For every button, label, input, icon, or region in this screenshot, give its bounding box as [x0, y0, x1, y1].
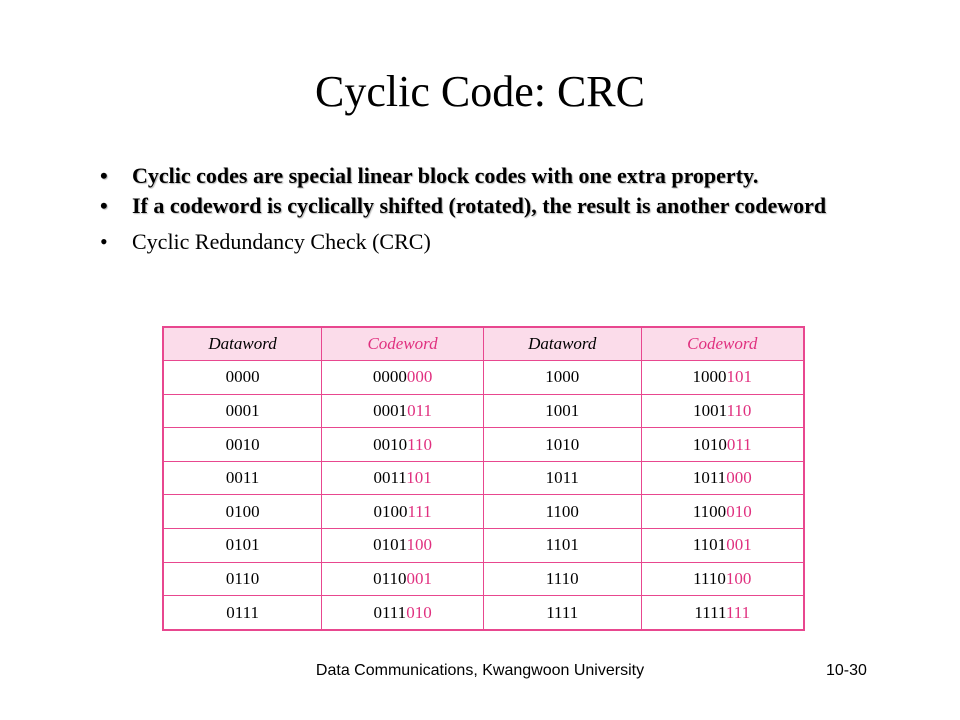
dataword-cell: 0001: [162, 393, 323, 429]
dataword-cell: 1000: [482, 360, 642, 395]
codeword-check-bits: 010: [726, 501, 752, 521]
dataword-cell: 0111: [162, 595, 323, 631]
header-codeword: Codeword: [321, 326, 484, 361]
bullet-item: • Cyclic Redundancy Check (CRC): [100, 230, 880, 254]
table-row: 0100 0100111 1100 1100010: [162, 494, 805, 530]
codeword-check-bits: 000: [406, 367, 433, 387]
table-row: 0011 0011101 1011 1011000: [162, 460, 805, 496]
codeword-cell: 1011000: [640, 460, 805, 496]
bullet-icon: •: [100, 229, 108, 254]
bullet-icon: •: [100, 193, 108, 218]
codeword-check-bits: 111: [725, 602, 751, 622]
dataword-cell: 1010: [482, 427, 642, 462]
dataword-cell: 1111: [482, 595, 642, 631]
codeword-check-bits: 110: [407, 434, 432, 454]
codeword-check-bits: 011: [726, 434, 752, 454]
table-row: 0110 0110001 1110 1110100: [162, 561, 805, 597]
table-row: 0101 0101100 1101 1101001: [162, 528, 805, 563]
dataword-cell: 0110: [162, 561, 323, 597]
codeword-data-bits: 1110: [693, 568, 726, 588]
codeword-data-bits: 1101: [692, 535, 727, 555]
codeword-data-bits: 0110: [373, 568, 407, 588]
codeword-data-bits: 0001: [373, 400, 408, 420]
slide-title: Cyclic Code: CRC: [315, 67, 645, 116]
codeword-check-bits: 011: [407, 400, 432, 420]
codeword-data-bits: 1010: [692, 434, 727, 454]
codeword-cell: 1000101: [640, 360, 805, 395]
codeword-data-bits: 0000: [372, 367, 407, 387]
table-body: 0000 0000000 1000 1000101 0001 0001011 1001 100…: [162, 360, 805, 631]
bullet-text: Cyclic Redundancy Check (CRC): [132, 229, 431, 254]
dataword-cell: 0100: [162, 494, 323, 530]
codeword-cell: 0001011: [321, 393, 484, 429]
codeword-cell: 0101100: [321, 528, 484, 563]
dataword-cell: 0101: [162, 528, 323, 563]
codeword-cell: 0010110: [321, 427, 484, 462]
codeword-cell: 0110001: [321, 561, 484, 597]
header-dataword: Dataword: [482, 326, 642, 361]
codeword-cell: 0000000: [321, 360, 484, 395]
table-row: 0010 0010110 1010 1010011: [162, 427, 805, 462]
bullet-text: Cyclic codes are special linear block co…: [132, 163, 759, 188]
crc-table: Dataword Codeword Dataword Codeword 0000…: [162, 326, 805, 631]
dataword-cell: 1001: [482, 393, 642, 429]
codeword-check-bits: 100: [406, 535, 433, 555]
codeword-check-bits: 101: [726, 367, 753, 387]
dataword-cell: 1110: [482, 561, 642, 597]
header-codeword: Codeword: [640, 326, 805, 361]
codeword-data-bits: 0111: [373, 602, 407, 622]
bullet-item: • If a codeword is cyclically shifted (r…: [100, 194, 880, 218]
codeword-cell: 1110100: [640, 561, 805, 597]
codeword-check-bits: 000: [726, 468, 752, 488]
codeword-cell: 0100111: [321, 494, 484, 530]
codeword-data-bits: 0010: [373, 434, 408, 454]
header-dataword: Dataword: [162, 326, 323, 361]
codeword-check-bits: 100: [725, 568, 752, 588]
page-number: 10-30: [826, 662, 867, 679]
footer-text: Data Communications, Kwangwoon Universit…: [315, 662, 645, 679]
codeword-cell: 0011101: [321, 460, 484, 496]
codeword-cell: 1010011: [640, 427, 805, 462]
codeword-data-bits: 0101: [373, 535, 407, 555]
codeword-data-bits: 1100: [692, 501, 727, 521]
codeword-cell: 1101001: [640, 528, 805, 563]
dataword-cell: 1101: [482, 528, 642, 563]
bullet-item: • Cyclic codes are special linear block …: [100, 164, 880, 188]
codeword-data-bits: 1111: [694, 602, 726, 622]
codeword-check-bits: 111: [407, 501, 432, 521]
codeword-cell: 1001110: [640, 393, 805, 429]
codeword-cell: 0111010: [321, 595, 484, 631]
codeword-data-bits: 0011: [373, 468, 407, 488]
table-row: 0001 0001011 1001 1001110: [162, 393, 805, 429]
codeword-check-bits: 001: [406, 568, 433, 588]
codeword-data-bits: 0100: [373, 501, 408, 521]
codeword-check-bits: 101: [406, 468, 432, 488]
table-header-row: Dataword Codeword Dataword Codeword: [162, 326, 805, 361]
codeword-check-bits: 001: [726, 535, 752, 555]
dataword-cell: 0010: [162, 427, 323, 462]
bullet-icon: •: [100, 163, 108, 188]
dataword-cell: 1011: [482, 460, 642, 496]
bullet-text: If a codeword is cyclically shifted (rot…: [132, 193, 827, 218]
codeword-data-bits: 1011: [692, 468, 727, 488]
bullet-list: • Cyclic codes are special linear block …: [100, 164, 880, 260]
dataword-cell: 0000: [162, 360, 323, 395]
table-row: 0000 0000000 1000 1000101: [162, 360, 805, 395]
codeword-cell: 1111111: [640, 595, 805, 631]
codeword-cell: 1100010: [640, 494, 805, 530]
dataword-cell: 1100: [482, 494, 642, 530]
codeword-check-bits: 010: [406, 602, 432, 622]
dataword-cell: 0011: [162, 460, 323, 496]
codeword-check-bits: 110: [726, 400, 752, 420]
codeword-data-bits: 1000: [692, 367, 727, 387]
codeword-data-bits: 1001: [693, 400, 727, 420]
table-row: 0111 0111010 1111 1111111: [162, 595, 805, 631]
